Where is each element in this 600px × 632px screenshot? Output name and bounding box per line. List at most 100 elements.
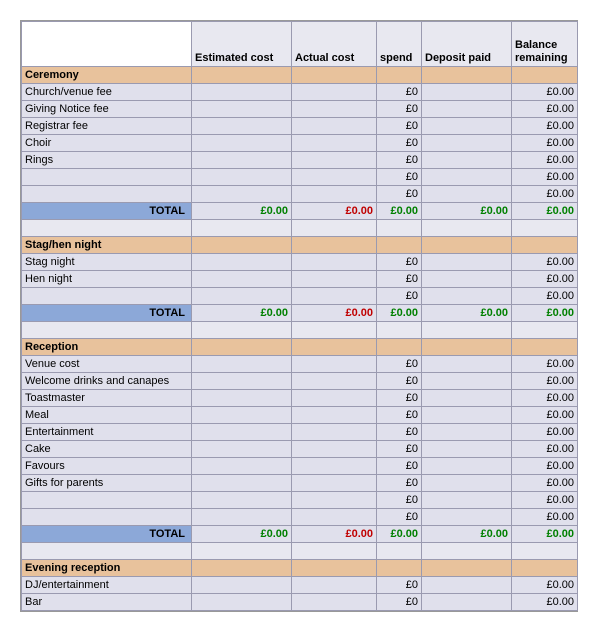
blank-cell — [512, 322, 578, 339]
section-cell — [422, 237, 512, 254]
item-spend: £0 — [377, 356, 422, 373]
item-balance: £0.00 — [512, 475, 578, 492]
blank-cell — [422, 543, 512, 560]
item-act — [292, 475, 377, 492]
item-spend: £0 — [377, 254, 422, 271]
item-act — [292, 288, 377, 305]
item-balance: £0.00 — [512, 458, 578, 475]
item-balance: £0.00 — [512, 594, 578, 611]
item-spend: £0 — [377, 390, 422, 407]
item-est — [192, 84, 292, 101]
item-name: Entertainment — [22, 424, 192, 441]
item-spend: £0 — [377, 288, 422, 305]
item-act — [292, 509, 377, 526]
total-dep: £0.00 — [422, 526, 512, 543]
item-name — [22, 169, 192, 186]
item-spend: £0 — [377, 458, 422, 475]
item-est — [192, 271, 292, 288]
item-est — [192, 509, 292, 526]
total-spend: £0.00 — [377, 203, 422, 220]
section-cell — [377, 67, 422, 84]
item-balance: £0.00 — [512, 407, 578, 424]
section-cell — [377, 339, 422, 356]
item-dep — [422, 169, 512, 186]
section-title: Reception — [22, 339, 192, 356]
item-name: Cake — [22, 441, 192, 458]
blank-cell — [192, 543, 292, 560]
item-name: Hen night — [22, 271, 192, 288]
item-balance: £0.00 — [512, 288, 578, 305]
blank-cell — [292, 220, 377, 237]
item-dep — [422, 135, 512, 152]
total-dep: £0.00 — [422, 305, 512, 322]
item-balance: £0.00 — [512, 356, 578, 373]
item-balance: £0.00 — [512, 373, 578, 390]
total-label: TOTAL — [22, 305, 192, 322]
item-balance: £0.00 — [512, 390, 578, 407]
item-dep — [422, 509, 512, 526]
item-dep — [422, 424, 512, 441]
item-act — [292, 135, 377, 152]
item-name: Gifts for parents — [22, 475, 192, 492]
item-name: Meal — [22, 407, 192, 424]
item-dep — [422, 458, 512, 475]
item-dep — [422, 254, 512, 271]
item-act — [292, 390, 377, 407]
item-est — [192, 118, 292, 135]
item-dep — [422, 186, 512, 203]
section-cell — [377, 237, 422, 254]
item-dep — [422, 101, 512, 118]
total-act: £0.00 — [292, 526, 377, 543]
item-name: Venue cost — [22, 356, 192, 373]
item-balance: £0.00 — [512, 254, 578, 271]
item-balance: £0.00 — [512, 152, 578, 169]
item-est — [192, 152, 292, 169]
section-cell — [292, 339, 377, 356]
item-est — [192, 169, 292, 186]
item-est — [192, 424, 292, 441]
item-spend: £0 — [377, 118, 422, 135]
item-dep — [422, 288, 512, 305]
blank-cell — [377, 220, 422, 237]
item-est — [192, 288, 292, 305]
item-name: Rings — [22, 152, 192, 169]
item-spend: £0 — [377, 577, 422, 594]
blank-cell — [422, 322, 512, 339]
item-est — [192, 356, 292, 373]
item-dep — [422, 577, 512, 594]
header-balance: Balance remaining — [512, 22, 578, 67]
item-name: Toastmaster — [22, 390, 192, 407]
item-est — [192, 101, 292, 118]
item-spend: £0 — [377, 373, 422, 390]
item-dep — [422, 118, 512, 135]
section-cell — [292, 560, 377, 577]
section-cell — [377, 560, 422, 577]
item-act — [292, 84, 377, 101]
item-est — [192, 135, 292, 152]
blank-cell — [292, 543, 377, 560]
item-spend: £0 — [377, 169, 422, 186]
item-est — [192, 577, 292, 594]
item-balance: £0.00 — [512, 509, 578, 526]
item-balance: £0.00 — [512, 577, 578, 594]
section-cell — [192, 339, 292, 356]
section-cell — [512, 339, 578, 356]
item-spend: £0 — [377, 186, 422, 203]
blank-cell — [22, 322, 192, 339]
item-dep — [422, 594, 512, 611]
budget-spreadsheet: Estimated costActual costspendDeposit pa… — [20, 20, 578, 612]
item-balance: £0.00 — [512, 101, 578, 118]
item-act — [292, 118, 377, 135]
total-label: TOTAL — [22, 203, 192, 220]
item-act — [292, 458, 377, 475]
total-spend: £0.00 — [377, 305, 422, 322]
item-dep — [422, 84, 512, 101]
section-cell — [292, 67, 377, 84]
blank-cell — [22, 220, 192, 237]
item-spend: £0 — [377, 84, 422, 101]
blank-cell — [192, 220, 292, 237]
item-dep — [422, 390, 512, 407]
section-cell — [512, 237, 578, 254]
item-spend: £0 — [377, 509, 422, 526]
item-name — [22, 288, 192, 305]
